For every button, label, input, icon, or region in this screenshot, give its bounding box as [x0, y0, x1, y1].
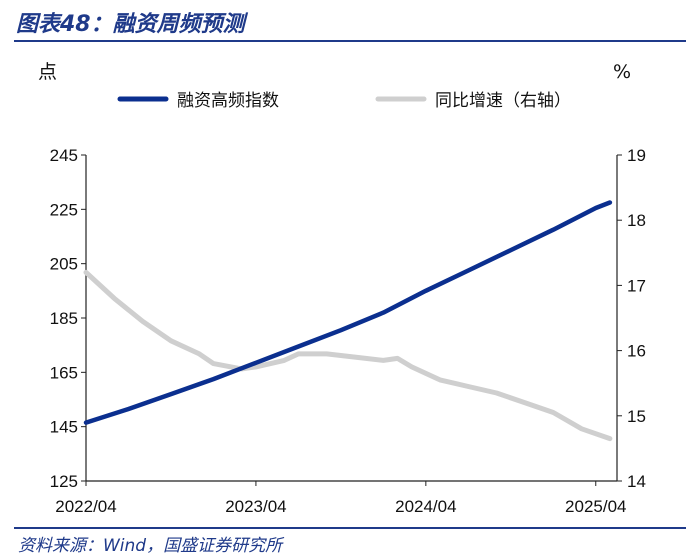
right-tick-label: 14 [627, 472, 646, 491]
x-tick-label: 2023/04 [225, 497, 286, 516]
title-divider [14, 40, 686, 42]
axes: 125 145 165 185 205 225 245 14 15 16 17 18 19 2022/04… [50, 146, 646, 516]
x-tick-label: 2022/04 [55, 497, 116, 516]
left-tick-label: 205 [50, 255, 78, 274]
left-tick-label: 125 [50, 472, 78, 491]
left-axis-unit: 点 [38, 61, 57, 83]
right-tick-label: 17 [627, 276, 646, 295]
x-tick-label: 2025/04 [565, 497, 626, 516]
figure-title: 图表48：融资周频预测 [16, 12, 245, 37]
legend: 融资高频指数 同比增速（右轴） [117, 91, 571, 111]
right-axis-unit: % [613, 61, 631, 83]
right-tick-label: 15 [627, 407, 646, 426]
source-note: 资料来源：Wind，国盛证券研究所 [18, 536, 283, 556]
left-tick-label: 225 [50, 200, 78, 219]
footer-divider [14, 527, 686, 529]
left-tick-label: 165 [50, 363, 78, 382]
chart-canvas: 融资高频指数 同比增速（右轴） 点 % 125 145 165 185 205 225 24… [38, 61, 646, 516]
x-tick-label: 2024/04 [395, 497, 456, 516]
left-tick-label: 245 [50, 146, 78, 165]
left-tick-label: 145 [50, 418, 78, 437]
left-tick-label: 185 [50, 309, 78, 328]
right-tick-label: 18 [627, 211, 646, 230]
series-lines [83, 200, 613, 442]
legend-label-index: 融资高频指数 [177, 91, 279, 111]
legend-label-growth: 同比增速（右轴） [435, 91, 571, 111]
right-tick-label: 16 [627, 342, 646, 361]
series-line-growth [83, 269, 613, 442]
series-line-index [83, 200, 613, 425]
right-tick-label: 19 [627, 146, 646, 165]
